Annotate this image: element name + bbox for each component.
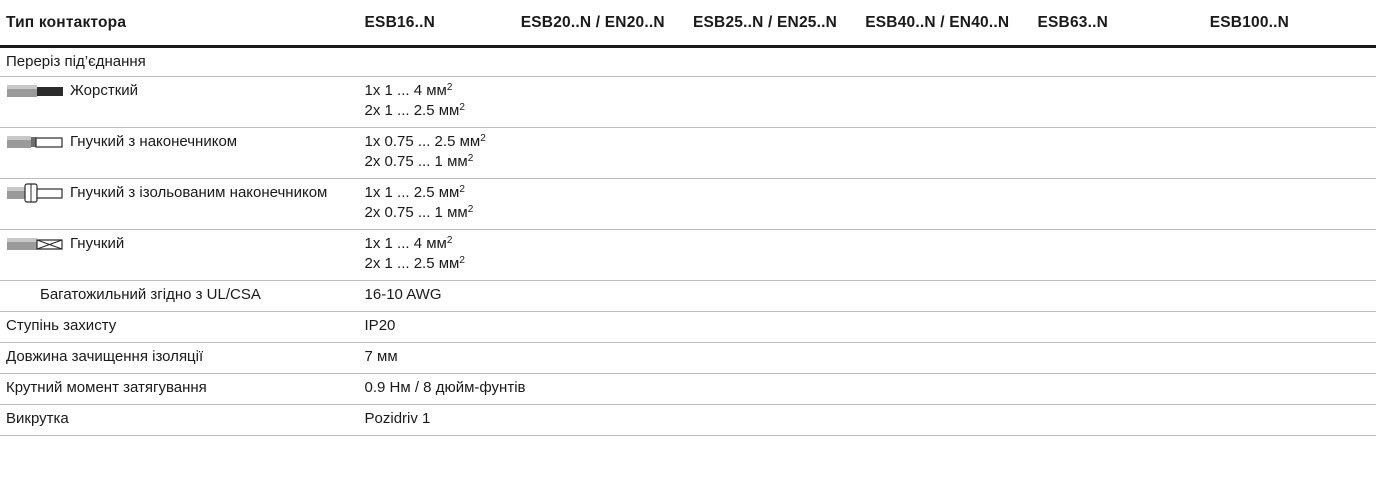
table-row: Переріз під’єднання	[0, 46, 1376, 77]
contactor-connection-table: Тип контактора ESB16..N ESB20..N / EN20.…	[0, 6, 1376, 436]
row-label: Ступінь захисту	[0, 311, 359, 343]
table-row: Гнучкий 1x 1 ... 4 мм2 2x 1 ... 2.5 мм2	[0, 229, 1376, 281]
header-col-esb16: ESB16..N	[358, 6, 515, 48]
table-row: Ступінь захисту IP20	[0, 311, 1376, 343]
table-row: Довжина зачищення ізоляції 7 мм	[0, 342, 1376, 374]
row-label: Крутний момент затягування	[0, 373, 359, 405]
row-value: 1x 0.75 ... 2.5 мм2 2x 0.75 ... 1 мм2	[358, 127, 1376, 179]
table-row: Багатожильний згідно з UL/CSA 16-10 AWG	[0, 280, 1376, 312]
table-row: Жорсткий 1x 1 ... 4 мм2 2x 1 ... 2.5 мм2	[0, 76, 1376, 128]
section-title: Переріз під’єднання	[0, 46, 1376, 77]
ferrule-wire-icon	[6, 132, 64, 152]
header-contactor-type: Тип контактора	[0, 6, 359, 48]
rigid-wire-icon	[6, 81, 64, 101]
row-value: 1x 1 ... 2.5 мм2 2x 0.75 ... 1 мм2	[358, 178, 1376, 230]
header-col-esb100: ESB100..N	[1203, 6, 1376, 48]
header-col-esb63: ESB63..N	[1031, 6, 1204, 48]
header-col-esb40: ESB40..N / EN40..N	[859, 6, 1032, 48]
table-row: Гнучкий з ізольованим наконечником 1x 1 …	[0, 178, 1376, 230]
table-row: Крутний момент затягування 0.9 Нм / 8 дю…	[0, 373, 1376, 405]
row-label: Гнучкий з наконечником	[70, 132, 238, 150]
insulated-ferrule-wire-icon	[6, 182, 64, 203]
header-col-esb25: ESB25..N / EN25..N	[686, 6, 860, 48]
row-value: 7 мм	[358, 342, 1376, 374]
row-value: IP20	[358, 311, 1376, 343]
table-row: Викрутка Pozidriv 1	[0, 404, 1376, 436]
row-value: 1x 1 ... 4 мм2 2x 1 ... 2.5 мм2	[358, 76, 1376, 128]
row-value: Pozidriv 1	[358, 404, 1376, 436]
row-label: Багатожильний згідно з UL/CSA	[0, 280, 359, 312]
row-value: 16-10 AWG	[358, 280, 1376, 312]
table-row: Гнучкий з наконечником 1x 0.75 ... 2.5 м…	[0, 127, 1376, 179]
row-label: Гнучкий	[70, 234, 125, 252]
row-label: Викрутка	[0, 404, 359, 436]
row-label: Жорсткий	[70, 81, 139, 99]
table-header: Тип контактора ESB16..N ESB20..N / EN20.…	[0, 6, 1376, 48]
row-value: 1x 1 ... 4 мм2 2x 1 ... 2.5 мм2	[358, 229, 1376, 281]
row-label: Довжина зачищення ізоляції	[0, 342, 359, 374]
row-value: 0.9 Нм / 8 дюйм-фунтів	[358, 373, 1376, 405]
header-col-esb20: ESB20..N / EN20..N	[514, 6, 687, 48]
stranded-wire-icon	[6, 234, 64, 254]
row-label: Гнучкий з ізольованим наконечником	[70, 183, 328, 201]
